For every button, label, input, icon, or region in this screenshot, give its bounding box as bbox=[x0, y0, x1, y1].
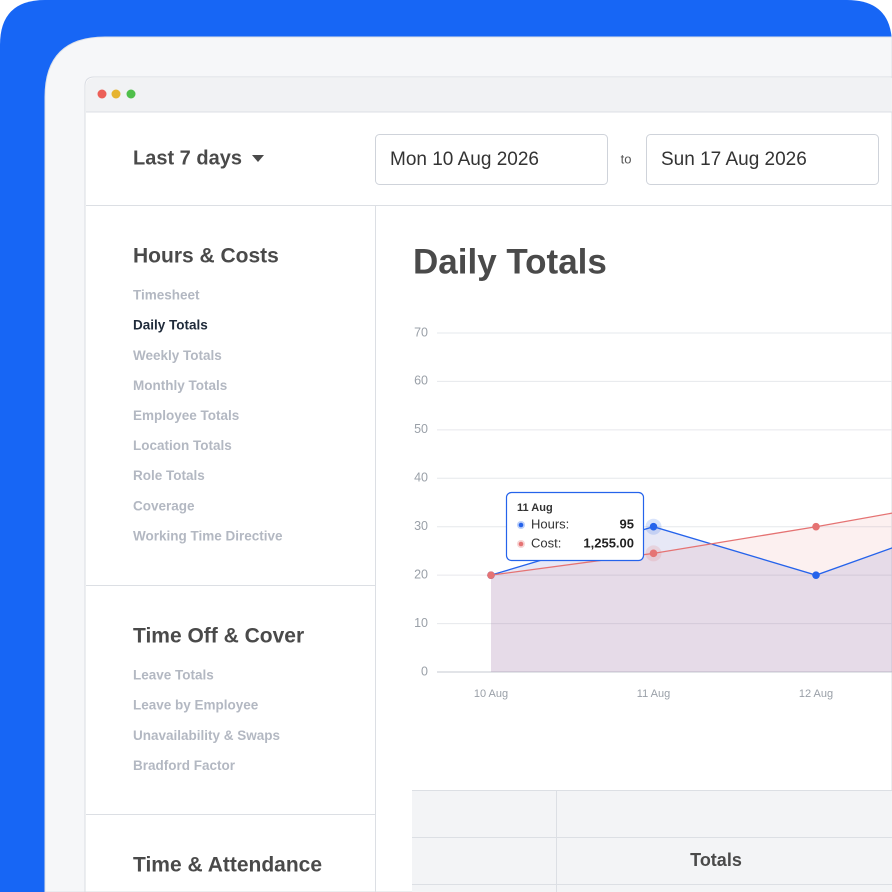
tooltip-label: Cost: bbox=[531, 535, 561, 550]
nav-item[interactable]: Leave by Employee bbox=[133, 698, 259, 713]
nav-item[interactable]: Bradford Factor bbox=[133, 758, 236, 773]
section-title: Time & Attendance bbox=[133, 854, 322, 877]
tooltip: 11 Aug Hours: 95 Cost: 1,255.00 bbox=[505, 491, 645, 562]
date-to[interactable]: Sun 17 Aug 2026 bbox=[661, 149, 807, 170]
to-label: to bbox=[621, 151, 632, 166]
x-tick-label: 10 Aug bbox=[474, 688, 508, 700]
area bbox=[491, 526, 892, 672]
nav-item[interactable]: Leave Totals bbox=[133, 668, 214, 683]
point[interactable] bbox=[812, 522, 820, 531]
chart: 0 10 20 30 40 50 60 70 10 Aug 11 Aug 12 Aug bbox=[414, 325, 892, 700]
point[interactable] bbox=[812, 571, 820, 579]
nav-item[interactable]: Timesheet bbox=[133, 288, 200, 303]
nav-item[interactable]: Location Totals bbox=[133, 438, 232, 453]
tooltip-dot bbox=[518, 522, 524, 528]
y-tick-label: 20 bbox=[414, 567, 428, 581]
nav-item[interactable]: Coverage bbox=[133, 498, 195, 513]
section-title: Hours & Costs bbox=[133, 245, 279, 268]
tooltip-box bbox=[505, 491, 645, 562]
maximize-dot[interactable] bbox=[126, 89, 136, 99]
nav-item[interactable]: Monthly Totals bbox=[133, 378, 227, 393]
nav-item[interactable]: Weekly Totals bbox=[133, 348, 222, 363]
point[interactable] bbox=[487, 571, 495, 579]
y-tick-label: 30 bbox=[414, 519, 428, 533]
browser-window bbox=[84, 76, 892, 892]
tooltip-date: 11 Aug bbox=[517, 502, 553, 514]
tooltip-dot bbox=[518, 541, 524, 547]
table bbox=[412, 790, 892, 892]
point[interactable] bbox=[649, 549, 658, 558]
tooltip-value: 95 bbox=[620, 516, 634, 531]
date-from[interactable]: Mon 10 Aug 2026 bbox=[390, 149, 539, 170]
dropdown-caret[interactable] bbox=[252, 155, 264, 162]
minimize-dot[interactable] bbox=[111, 89, 121, 99]
y-tick-label: 50 bbox=[414, 422, 428, 436]
line bbox=[490, 512, 892, 576]
x-tick-label: 11 Aug bbox=[637, 688, 670, 700]
nav-item[interactable]: Daily Totals bbox=[133, 318, 208, 333]
y-tick-label: 10 bbox=[414, 616, 428, 630]
range-selector[interactable]: Last 7 days bbox=[133, 147, 242, 169]
nav-item[interactable]: Unavailability & Swaps bbox=[133, 728, 280, 743]
area bbox=[491, 513, 892, 672]
table-header: Totals bbox=[690, 850, 742, 870]
nav-item[interactable]: Employee Totals bbox=[133, 408, 239, 423]
close-dot[interactable] bbox=[97, 89, 107, 99]
title-bar bbox=[86, 78, 892, 112]
y-tick-label: 40 bbox=[414, 471, 428, 485]
tooltip-value: 1,255.00 bbox=[583, 535, 634, 550]
tooltip-label: Hours: bbox=[531, 516, 569, 531]
date-input[interactable] bbox=[375, 134, 608, 185]
point[interactable] bbox=[649, 522, 658, 531]
page-title: Daily Totals bbox=[413, 242, 607, 281]
nav-item[interactable]: Working Time Directive bbox=[133, 528, 283, 543]
y-tick-label: 70 bbox=[414, 325, 428, 339]
y-tick-label: 60 bbox=[414, 374, 428, 388]
nav-item[interactable]: Role Totals bbox=[133, 468, 205, 483]
section-title: Time Off & Cover bbox=[133, 625, 304, 648]
x-tick-label: 12 Aug bbox=[799, 688, 833, 700]
date-input[interactable] bbox=[646, 134, 879, 185]
y-tick-label: 0 bbox=[421, 664, 428, 678]
